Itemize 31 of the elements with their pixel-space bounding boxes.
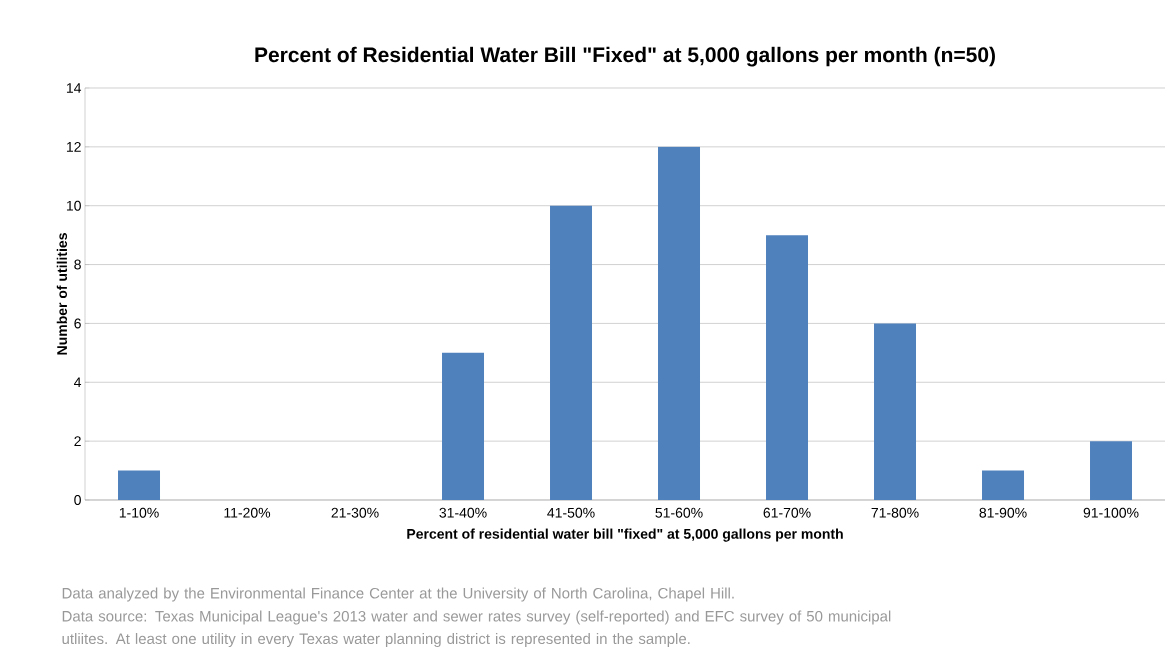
y-axis-title: Number of utilities xyxy=(56,233,68,355)
y-tick-label: 14 xyxy=(66,83,82,93)
x-tick-label: 81-90% xyxy=(979,507,1027,518)
bar xyxy=(118,470,161,500)
x-tick-label: 11-20% xyxy=(224,507,271,518)
bar xyxy=(982,470,1025,500)
x-tick-label: 21-30% xyxy=(331,507,379,518)
x-tick-label: 91-100% xyxy=(1083,507,1139,518)
y-tick-label: 2 xyxy=(74,436,81,447)
bar xyxy=(550,205,593,500)
x-tick-label: 61-70% xyxy=(763,507,811,518)
x-tick-label: 1-10% xyxy=(119,507,159,518)
x-axis-title: Percent of residential water bill "fixed" at 5,000 gallons per month xyxy=(407,528,843,542)
bar xyxy=(766,235,809,500)
x-tick-label: 31-40% xyxy=(439,507,487,518)
x-tick-label: 71-80% xyxy=(871,507,919,518)
bar xyxy=(442,352,485,500)
x-tick-label: 51-60% xyxy=(655,507,703,518)
y-tick-label: 6 xyxy=(74,318,81,329)
y-tick-label: 10 xyxy=(66,200,81,211)
chart-title: Percent of Residential Water Bill "Fixed" at 5,000 gallons per month (n=50) xyxy=(255,46,995,67)
y-tick-label: 0 xyxy=(74,495,81,505)
bar xyxy=(874,323,917,500)
y-tick-label: 8 xyxy=(74,259,81,270)
bar xyxy=(658,146,701,500)
bar xyxy=(1090,441,1133,500)
source-note: Data source: Texas Municipal League's 2013 water and sewer rates survey (self-reported) and EFC survey of 50 municipal utliites. At least one utility in every Texas water planning district is represented in the sample. xyxy=(62,610,891,647)
y-tick-label: 4 xyxy=(74,377,82,388)
y-tick-label: 12 xyxy=(66,141,81,152)
text: Data analyzed by the Environmental Finance Center at the University of North Carolina, Chapel Hill. xyxy=(62,587,734,602)
x-tick-label: 41-50% xyxy=(547,507,595,518)
